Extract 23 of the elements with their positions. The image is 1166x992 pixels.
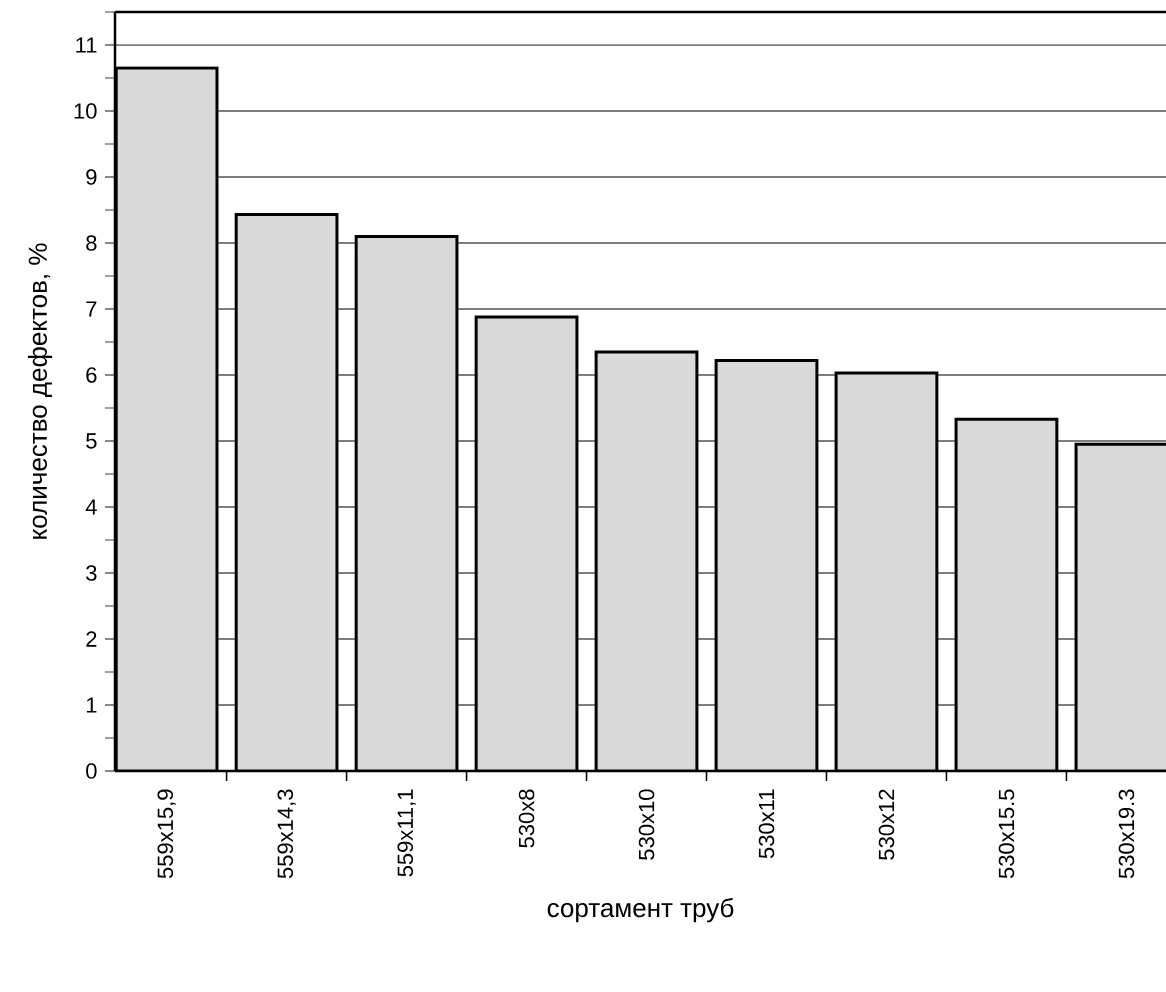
x-tick-label: 530x10 [638,789,655,860]
x-tick-label: 559x14,3 [277,789,296,879]
y-tick-label: 6 [86,367,97,383]
y-tick-label: 2 [86,631,97,647]
y-tick-label: 5 [86,433,97,449]
y-axis-title: количество дефектов, % [27,243,53,539]
x-tick-label: 530x19.3 [1118,789,1135,879]
x-tick-label: 530x8 [518,789,535,848]
y-tick-label: 11 [76,37,97,53]
x-tick-label: 530x12 [878,789,895,860]
x-axis-title: сортамент труб [547,897,734,923]
x-tick-label: 530x11 [758,789,775,859]
x-tick-label: 559x15,9 [157,789,176,879]
y-tick-label: 3 [86,565,97,581]
y-tick-label: 7 [86,301,97,317]
y-tick-label: 10 [74,103,97,119]
y-tick-label: 1 [86,697,97,713]
y-tick-label: 4 [85,499,97,515]
y-tick-label: 0 [86,763,97,779]
x-tick-label: 530x15.5 [998,789,1015,879]
y-tick-label: 9 [86,169,97,185]
y-tick-label: 8 [86,235,97,251]
x-tick-label: 559x11,1 [397,789,416,877]
